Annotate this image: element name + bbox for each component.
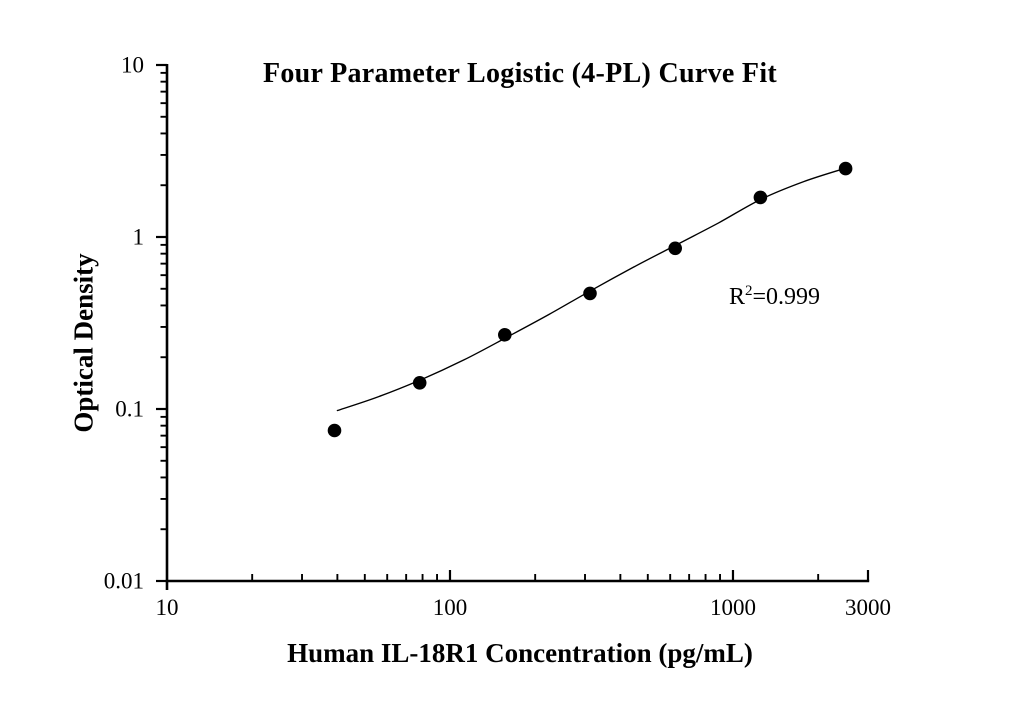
x-tick-label-100: 100: [432, 595, 468, 620]
y-tick-label-1: 1: [132, 224, 145, 250]
chart-title: Four Parameter Logistic (4-PL) Curve Fit: [262, 58, 778, 89]
data-point: [753, 190, 768, 205]
x-tick-label-3000: 3000: [845, 595, 891, 620]
data-point: [668, 241, 682, 256]
r-squared-annotation: R2=0.999: [729, 284, 820, 311]
y-tick-label-10: 10: [121, 52, 144, 78]
y-tick-label-0-1: 0.1: [115, 396, 144, 422]
x-tick-label-10: 10: [155, 595, 179, 620]
x-axis-title: Human IL-18R1 Concentration (pg/mL): [287, 638, 753, 668]
data-point: [583, 286, 597, 301]
x-tick-label-1000: 1000: [710, 595, 756, 620]
data-point: [498, 328, 512, 342]
y-axis: [156, 63, 169, 590]
data-point: [838, 161, 853, 176]
data-point: [327, 423, 342, 438]
data-points: [327, 161, 853, 438]
data-point: [412, 376, 427, 390]
y-axis-title: Optical Density: [68, 253, 99, 433]
y-tick-label-0-01: 0.01: [103, 568, 144, 594]
x-axis: [165, 570, 870, 583]
r-squared-exponent: 2: [745, 283, 753, 299]
r-squared-symbol: R: [729, 284, 746, 310]
r-squared-value: =0.999: [752, 284, 821, 310]
